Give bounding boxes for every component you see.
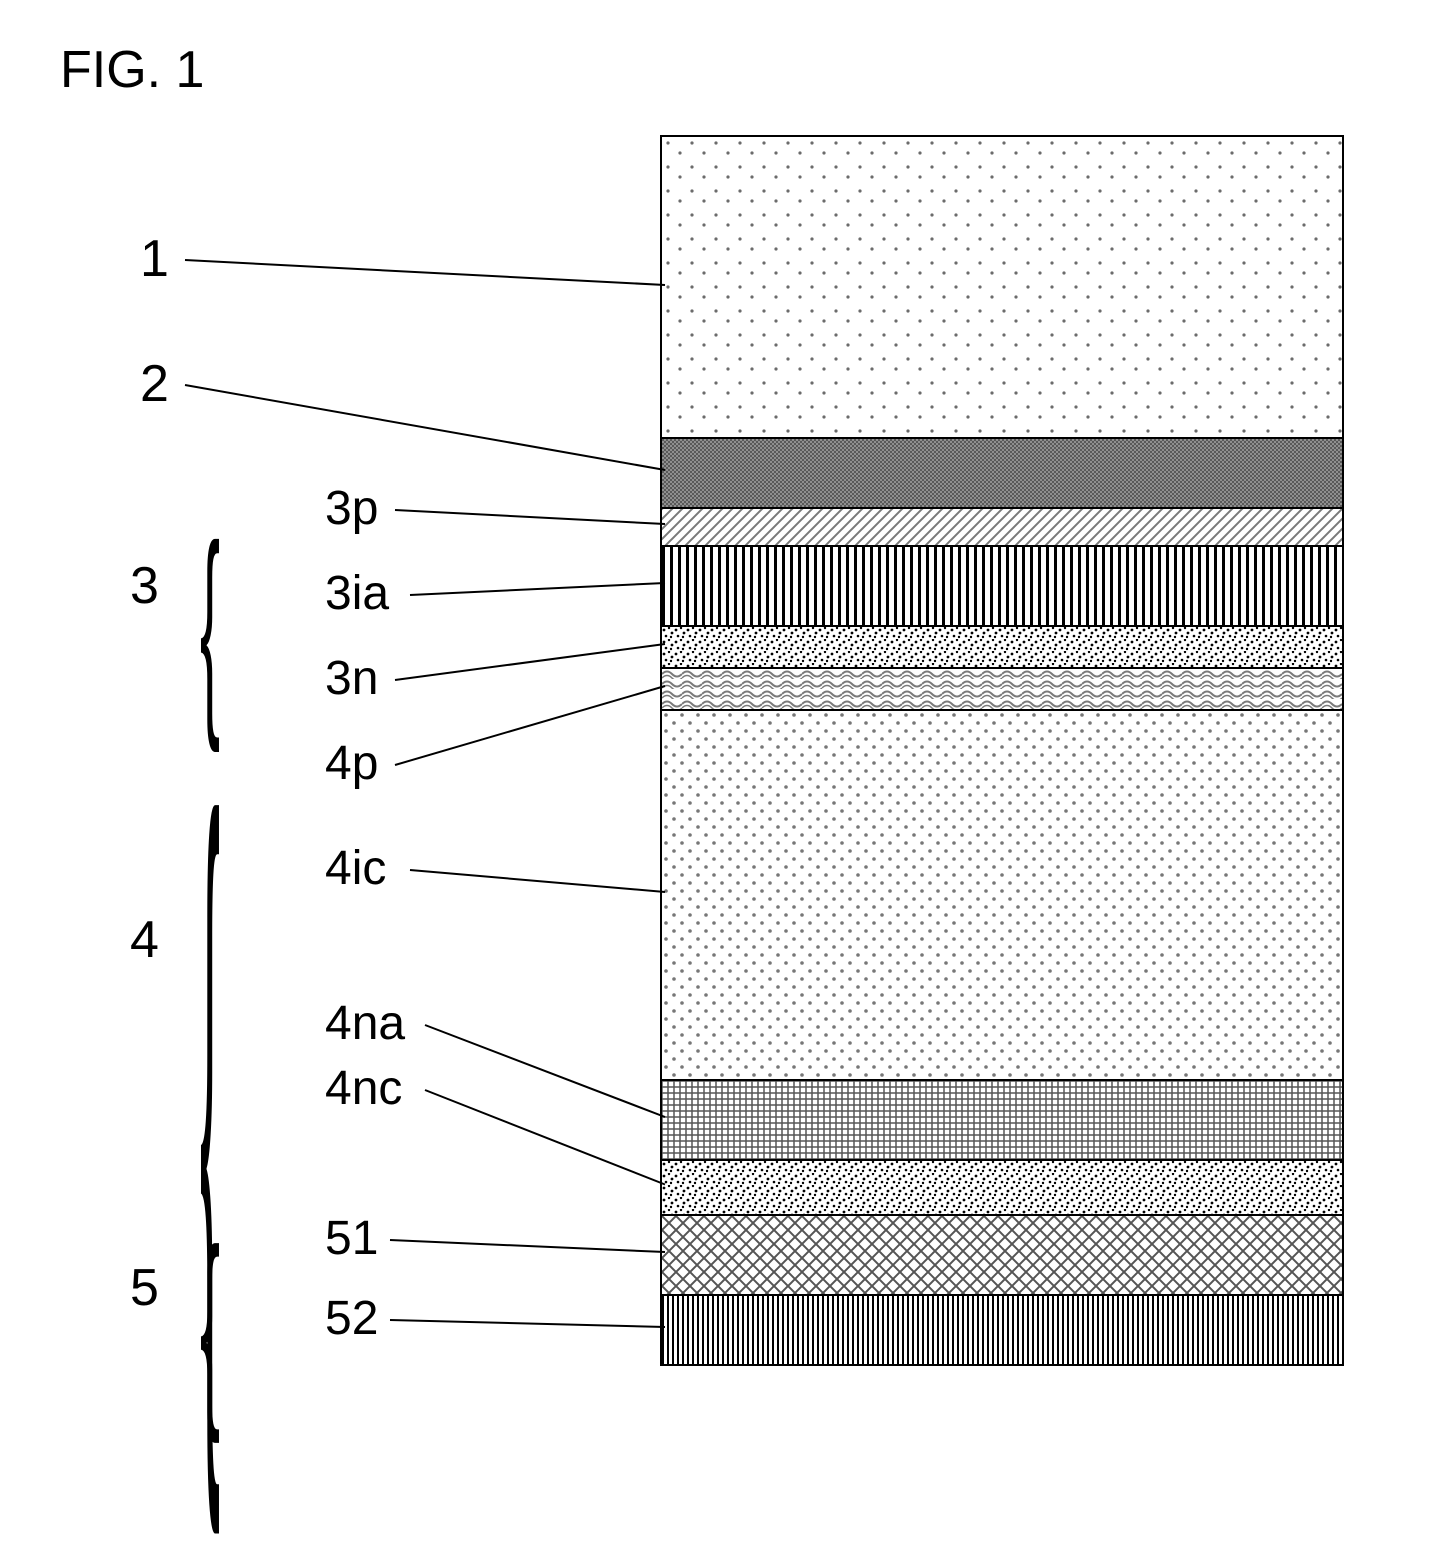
layer-3p	[662, 507, 1342, 545]
label-2: 2	[140, 354, 169, 414]
group-3: 3	[130, 556, 159, 616]
label-1: 1	[140, 229, 169, 289]
group-5: 5	[130, 1258, 159, 1318]
layer-4ic	[662, 709, 1342, 1079]
label-3ia: 3ia	[325, 566, 389, 621]
label-4p: 4p	[325, 736, 378, 791]
label-4ic: 4ic	[325, 841, 386, 896]
layer-1	[662, 137, 1342, 437]
label-3n: 3n	[325, 651, 378, 706]
layer-4na	[662, 1079, 1342, 1159]
group-4: 4	[130, 910, 159, 970]
layer-3n	[662, 625, 1342, 667]
label-4nc: 4nc	[325, 1061, 402, 1116]
layer-2	[662, 437, 1342, 507]
label-52: 52	[325, 1291, 378, 1346]
label-4na: 4na	[325, 996, 405, 1051]
layer-4nc	[662, 1159, 1342, 1214]
layer-4p	[662, 667, 1342, 709]
layer-51	[662, 1214, 1342, 1294]
label-3p: 3p	[325, 481, 378, 536]
layer-52	[662, 1294, 1342, 1364]
figure-title: FIG. 1	[60, 40, 204, 100]
layer-3ia	[662, 545, 1342, 625]
layer-stack	[660, 135, 1344, 1366]
label-51: 51	[325, 1211, 378, 1266]
group-5-brace: {	[200, 1202, 220, 1448]
page: FIG. 1 123p3ia3n4p4ic4na4nc5152{3{4{5	[40, 40, 1391, 1512]
